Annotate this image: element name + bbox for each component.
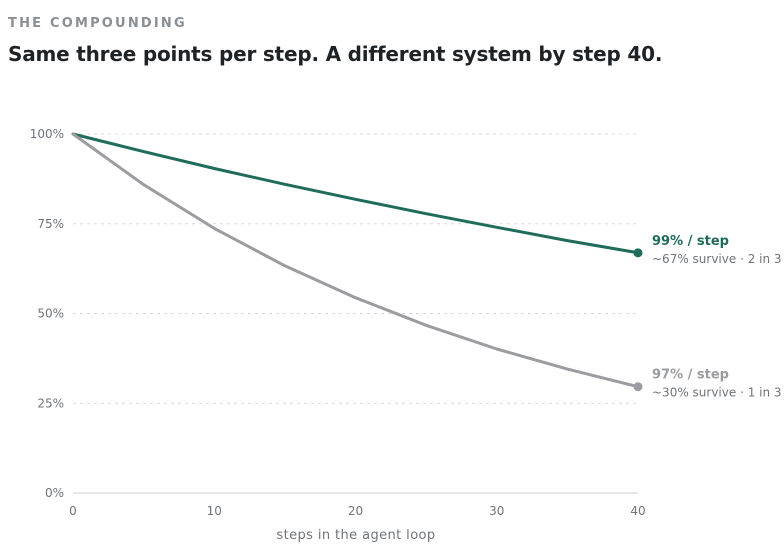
y-tick-label: 75% [37,217,64,231]
x-tick-label: 20 [348,504,363,518]
series-lines [71,132,643,392]
x-tick-label: 40 [630,504,645,518]
chart-headline: Same three points per step. A different … [8,42,663,66]
series-end-point-0 [633,248,643,258]
series-name-1: 97% / step [652,368,729,383]
y-tick-label: 50% [37,307,64,321]
series-line-1 [71,132,640,389]
y-tick-label: 100% [30,127,64,141]
gridlines [73,133,638,404]
x-tick-label: 0 [69,504,77,518]
eyebrow-label: THE COMPOUNDING [8,16,187,31]
y-tick-label: 25% [37,396,64,410]
series-line-0 [71,132,640,255]
series-note-0: ~67% survive · 2 in 3 [652,252,782,266]
x-tick-label: 10 [207,504,222,518]
series-end-point-1 [633,382,643,392]
x-tick-label: 30 [489,504,504,518]
y-tick-label: 0% [45,486,64,500]
x-axis-title: steps in the agent loop [276,528,435,543]
y-tick-labels: 0% 25% 50% 75% 100% [30,127,64,500]
series-end-labels: 99% / step ~67% survive · 2 in 3 97% / ste… [652,234,782,400]
x-tick-labels: 0 10 20 30 40 [69,504,645,518]
series-name-0: 99% / step [652,234,729,249]
series-note-1: ~30% survive · 1 in 3 [652,386,782,400]
